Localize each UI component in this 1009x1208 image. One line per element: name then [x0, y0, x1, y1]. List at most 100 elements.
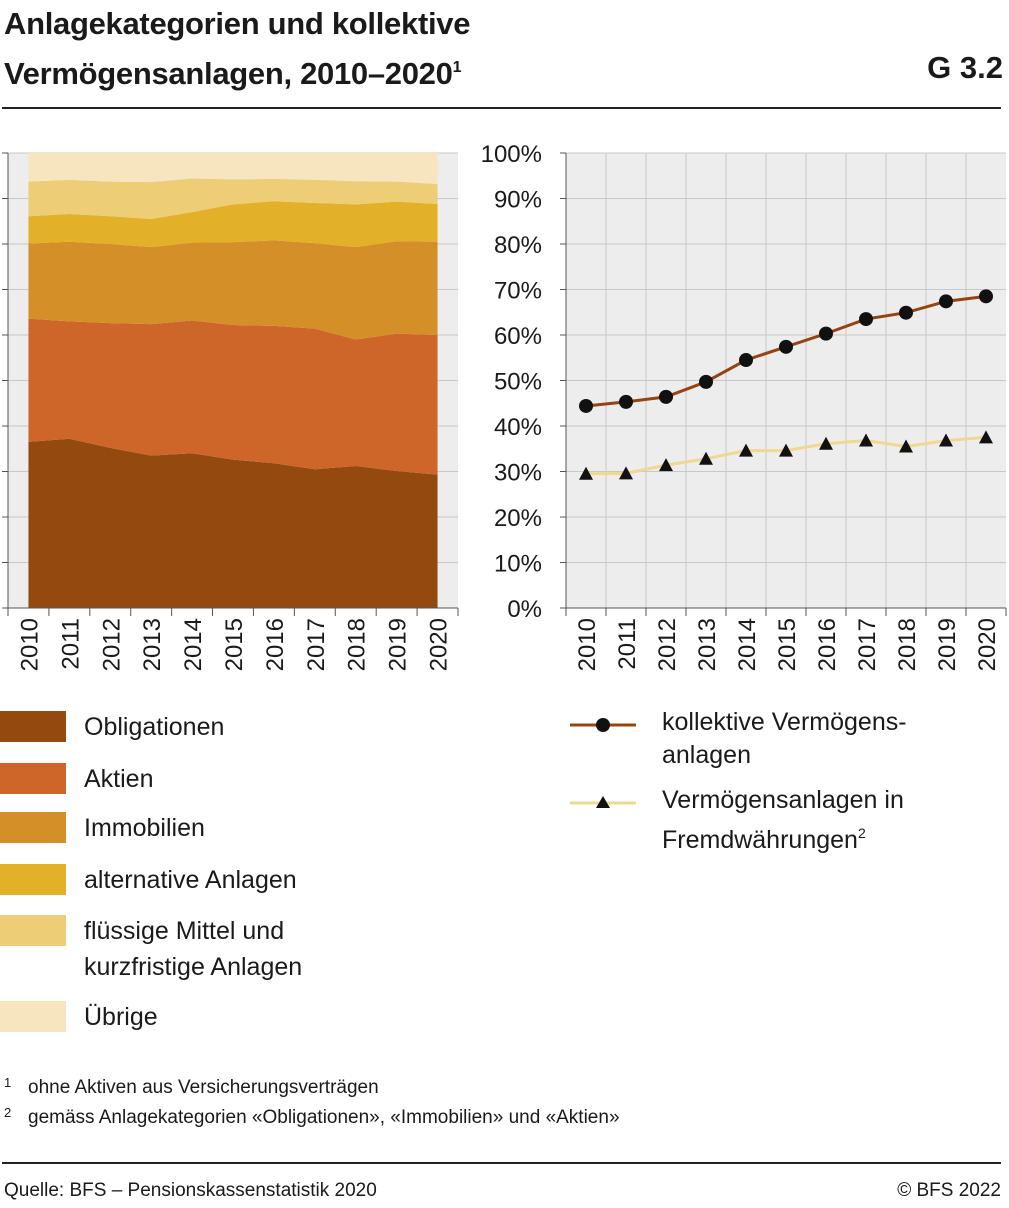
legend-label: Vermögensanlagen in Fremdwährungen2	[662, 784, 1002, 857]
legend-item-uebrige: Übrige	[0, 1001, 384, 1035]
line-y-tick-label: 80%	[494, 232, 542, 259]
legend-swatch	[0, 711, 66, 742]
footnote-text: gemäss Anlagekategorien «Obligationen», …	[28, 1107, 620, 1128]
stacked-area-chart: 2010 2011 2012 2013 2014 2015 2016 2017 2018 2019…	[2, 152, 459, 671]
data-point-kollektiv	[819, 326, 833, 341]
source-note: Quelle: BFS – Pensionskassenstatistik 20…	[4, 1180, 377, 1201]
line-x-tick-label: 2020	[974, 618, 1001, 671]
line-x-tick-label: 2011	[614, 618, 641, 670]
area-alternative-anlagen	[28, 201, 438, 248]
line-x-tick-label: 2019	[934, 618, 961, 671]
chart-title-line2-text: Vermögensanlagen, 2010–2020	[4, 56, 453, 91]
area-fl-ssige-mittel-und-kurzfristige-anlagen	[28, 178, 438, 219]
data-point-kollektiv	[979, 289, 993, 304]
area-brige	[28, 153, 438, 184]
legend-item-alternative-anlagen: alternative Anlagen	[0, 864, 384, 898]
line-y-tick-label: 70%	[494, 278, 542, 305]
data-point-fremdwaehrungen	[659, 458, 673, 472]
legend-item-aktien: Aktien	[0, 763, 384, 797]
area-x-tick-label: 2013	[139, 618, 166, 671]
data-point-kollektiv	[579, 398, 593, 413]
line-x-tick-label: 2010	[574, 618, 601, 671]
legend-swatch	[0, 915, 66, 946]
legend-label-line1: Vermögensanlagen in	[662, 786, 904, 814]
data-point-kollektiv	[939, 294, 953, 309]
legend-label: kollektive Vermögens- anlagen	[662, 706, 1002, 772]
line-y-tick-label: 50%	[494, 369, 542, 396]
data-point-fremdwaehrungen	[979, 430, 993, 444]
graph-number: G 3.2	[927, 50, 1003, 85]
data-point-fremdwaehrungen	[859, 433, 873, 447]
copyright-note: © BFS 2022	[897, 1180, 1001, 1201]
line-y-tick-label: 10%	[494, 551, 542, 578]
legend-line-triangle-marker	[570, 796, 636, 808]
bottom-rule	[2, 1162, 1001, 1164]
line-x-tick-label: 2016	[814, 618, 841, 671]
legend-item-fremdwaehrungen: Vermögensanlagen in Fremdwährungen2	[570, 784, 1000, 854]
area-x-tick-label: 2020	[426, 618, 453, 671]
line-y-tick-label: 60%	[494, 323, 542, 350]
area-x-tick-label: 2016	[262, 618, 289, 671]
area-x-tick-label: 2011	[57, 618, 84, 670]
area-immobilien	[28, 240, 438, 340]
charts-canvas: 2010 2011 2012 2013 2014 2015 2016 2017 2018 2019…	[2, 141, 1007, 671]
data-point-fremdwaehrungen	[819, 436, 833, 450]
line-y-tick-label: 40%	[494, 414, 542, 441]
data-point-fremdwaehrungen	[899, 439, 913, 453]
data-point-kollektiv	[779, 339, 793, 354]
line-y-tick-label: 0%	[507, 596, 542, 623]
data-point-fremdwaehrungen	[779, 443, 793, 457]
chart-title: Anlagekategorien und kollektive Vermögen…	[4, 2, 470, 96]
footnote-number: 1	[4, 1075, 12, 1090]
top-rule	[2, 107, 1001, 109]
footnote-1: 1 ohne Aktiven aus Versicherungsverträgen	[4, 1071, 379, 1100]
footnote-2: 2 gemäss Anlagekategorien «Obligationen»,…	[4, 1101, 620, 1130]
area-x-tick-label: 2017	[303, 618, 330, 671]
data-point-fremdwaehrungen	[619, 466, 633, 480]
data-point-fremdwaehrungen	[699, 451, 713, 465]
data-point-kollektiv	[899, 305, 913, 320]
line-x-tick-label: 2012	[654, 618, 681, 671]
legend-label: alternative Anlagen	[84, 866, 297, 894]
legend-swatch	[0, 763, 66, 794]
data-point-fremdwaehrungen	[579, 466, 593, 480]
area-x-tick-label: 2014	[180, 618, 207, 671]
data-point-kollektiv	[739, 353, 753, 368]
area-aktien	[28, 318, 438, 475]
legend-label: flüssige Mittel und kurzfristige Anlagen	[84, 917, 303, 981]
line-chart: 0% 10% 20% 30% 40% 50% 60% 70% 80% 90% 100% 2010 201…	[481, 141, 1007, 671]
legend-footnote-marker: 2	[857, 825, 866, 841]
data-point-kollektiv	[659, 389, 673, 404]
line-y-tick-label: 30%	[494, 460, 542, 487]
chart-title-line2: Vermögensanlagen, 2010–20201	[4, 46, 470, 96]
area-x-tick-label: 2019	[385, 618, 412, 671]
legend-label: Immobilien	[84, 814, 205, 842]
legend-label: Obligationen	[84, 713, 225, 741]
area-x-tick-label: 2012	[98, 618, 125, 671]
data-point-fremdwaehrungen	[939, 433, 953, 447]
data-point-kollektiv	[619, 394, 633, 409]
area-x-tick-label: 2018	[344, 618, 371, 671]
line-y-tick-label: 90%	[494, 187, 542, 214]
line-y-tick-label: 20%	[494, 505, 542, 532]
line-y-tick-label: 100%	[481, 141, 542, 168]
title-footnote-marker: 1	[452, 59, 462, 76]
legend-swatch	[0, 1001, 66, 1032]
legend-item-kollektive: kollektive Vermögens- anlagen	[570, 706, 1000, 776]
line-x-tick-label: 2015	[774, 618, 801, 671]
footnote-number: 2	[4, 1105, 12, 1120]
data-point-fremdwaehrungen	[739, 443, 753, 457]
data-point-kollektiv	[699, 374, 713, 389]
chart-title-line1: Anlagekategorien und kollektive	[4, 6, 471, 41]
footnote-text: ohne Aktiven aus Versicherungsverträgen	[28, 1077, 379, 1098]
legend-swatch	[0, 864, 66, 895]
legend-swatch	[0, 812, 66, 843]
legend-item-immobilien: Immobilien	[0, 812, 384, 846]
legend-label-line2: anlagen	[662, 741, 751, 769]
area-x-tick-label: 2010	[16, 618, 43, 671]
line-x-tick-label: 2017	[854, 618, 881, 671]
legend-item-fluessige-mittel: flüssige Mittel und kurzfristige Anlagen	[0, 915, 384, 985]
line-x-tick-label: 2014	[734, 618, 761, 671]
area-x-tick-label: 2015	[221, 618, 248, 671]
line-x-tick-label: 2013	[694, 618, 721, 671]
